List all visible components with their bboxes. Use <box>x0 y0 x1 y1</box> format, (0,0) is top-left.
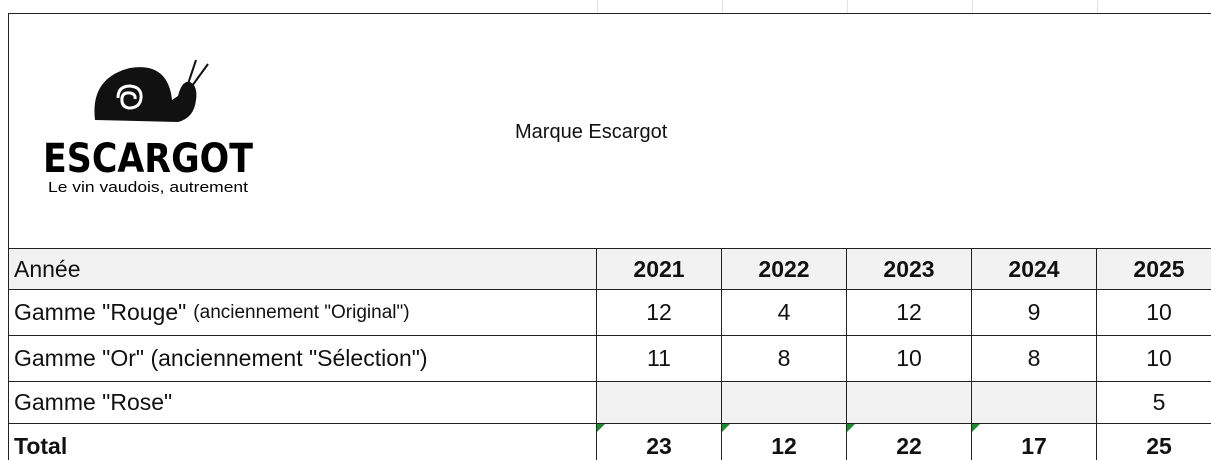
value-cell: 10 <box>1097 336 1211 382</box>
row-label: Gamme "Rouge" (anciennement "Original") <box>8 290 597 336</box>
empty-cell <box>597 382 722 424</box>
error-indicator <box>722 424 730 432</box>
gridline <box>1097 0 1098 13</box>
label: Gamme "Rouge" <box>14 299 187 325</box>
total-cell: 17 <box>972 424 1097 460</box>
antenna <box>187 59 197 85</box>
label-note: (anciennement "Original") <box>193 301 410 323</box>
brand: ESCARGOT <box>43 136 254 182</box>
year: 2022 <box>722 249 847 290</box>
empty-cell <box>722 382 847 424</box>
total-cell: 12 <box>722 424 847 460</box>
error-indicator <box>972 424 980 432</box>
value-cell: 4 <box>722 290 847 336</box>
year: 2023 <box>847 249 972 290</box>
gridline <box>847 0 848 13</box>
header-label: Année <box>8 249 597 290</box>
logo: ESCARGOT Le vin vaudois, autrement <box>43 59 254 196</box>
year: 2025 <box>1097 249 1211 290</box>
error-indicator <box>597 424 605 432</box>
year: 2021 <box>597 249 722 290</box>
value-cell: 12 <box>597 290 722 336</box>
header-box <box>8 13 1211 249</box>
total-cell: 22 <box>847 424 972 460</box>
value-cell: 10 <box>847 336 972 382</box>
empty-cell <box>847 382 972 424</box>
antenna <box>191 63 209 87</box>
label: Gamme "Rose" <box>14 389 173 415</box>
total-cell: 23 <box>597 424 722 460</box>
value-cell: 10 <box>1097 290 1211 336</box>
year: 2024 <box>972 249 1097 290</box>
total-label: Total <box>8 424 597 460</box>
title: Marque Escargot <box>515 121 668 143</box>
empty-cell <box>972 382 1097 424</box>
tagline: Le vin vaudois, autrement <box>48 179 249 196</box>
total-cell: 25 <box>1097 424 1211 460</box>
value-cell: 9 <box>972 290 1097 336</box>
value-cell: 8 <box>722 336 847 382</box>
row-label: Gamme "Or" (anciennement "Sélection") <box>8 336 597 382</box>
label: Gamme "Or" (anciennement "Sélection") <box>14 345 428 371</box>
error-indicator <box>847 424 855 432</box>
value-cell: 11 <box>597 336 722 382</box>
value-cell: 12 <box>847 290 972 336</box>
gridline <box>972 0 973 13</box>
gridline <box>597 0 598 13</box>
shell-spiral <box>116 84 143 110</box>
value-cell: 5 <box>1097 382 1211 424</box>
gridline <box>722 0 723 13</box>
row-label: Gamme "Rose" <box>8 382 597 424</box>
snail-body <box>94 67 197 122</box>
value-cell: 8 <box>972 336 1097 382</box>
